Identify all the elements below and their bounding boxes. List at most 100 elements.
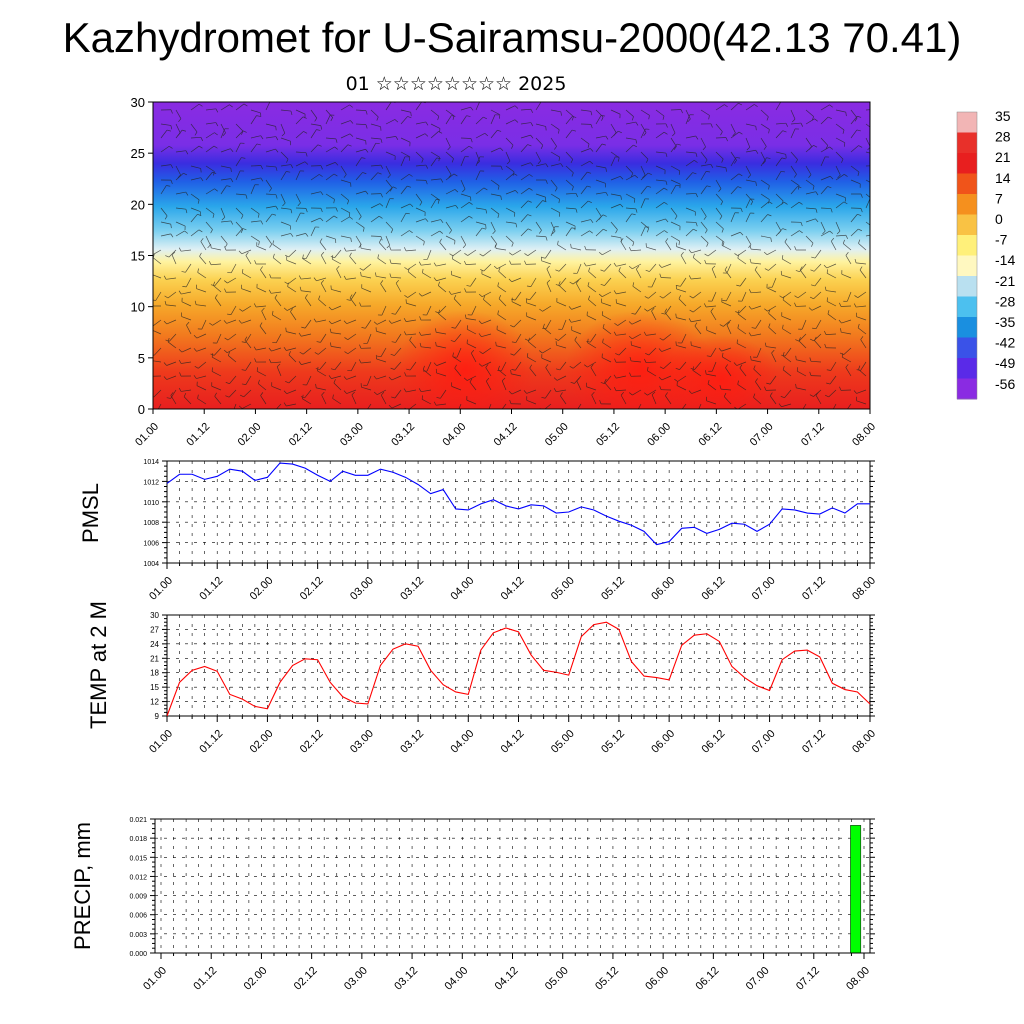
wind-barb-flag xyxy=(380,391,385,396)
wind-barb-flag xyxy=(558,157,560,162)
wind-barb-flag xyxy=(440,219,444,224)
wind-barb xyxy=(175,207,186,210)
wind-barb xyxy=(445,115,452,125)
wind-barb-flag xyxy=(243,103,248,107)
wind-barb xyxy=(726,291,732,302)
wind-barb xyxy=(280,109,291,112)
wind-barb xyxy=(649,263,657,272)
wind-barb-flag xyxy=(809,296,814,300)
wind-barb-flag xyxy=(631,312,636,315)
wind-barb xyxy=(272,257,282,265)
wind-barb xyxy=(550,123,560,130)
wind-barb-flag xyxy=(554,338,559,341)
wind-barb xyxy=(361,386,372,391)
wind-barb xyxy=(302,347,312,355)
wind-barb-flag xyxy=(590,124,593,129)
wind-barb xyxy=(625,235,635,243)
wind-barb-flag xyxy=(462,244,467,249)
wind-barb xyxy=(241,249,252,255)
wind-barb-flag xyxy=(454,189,459,193)
wind-barb xyxy=(647,370,657,377)
wind-barb xyxy=(160,123,171,126)
wind-barb xyxy=(820,230,830,237)
x-tick-label: 01.00 xyxy=(141,965,169,993)
wind-barb xyxy=(797,291,807,299)
wind-barb-flag xyxy=(403,247,407,251)
wind-barb xyxy=(751,262,762,265)
wind-barb-flag xyxy=(570,243,572,248)
wind-barb xyxy=(587,361,597,368)
wind-barb xyxy=(385,221,394,230)
wind-barb xyxy=(213,285,222,293)
wind-barb xyxy=(175,129,183,139)
wind-barb xyxy=(625,109,634,117)
wind-barb xyxy=(400,203,411,209)
wind-barb-flag xyxy=(170,109,173,114)
wind-barb xyxy=(856,389,867,394)
wind-barb xyxy=(670,207,678,217)
wind-barb xyxy=(390,276,402,279)
wind-barb-flag xyxy=(274,294,278,299)
wind-barb-flag xyxy=(734,160,737,164)
colorbar-swatch xyxy=(957,194,977,215)
wind-barb xyxy=(250,143,258,153)
wind-barb xyxy=(436,361,447,366)
wind-barb-flag xyxy=(643,132,647,136)
wind-barb-flag xyxy=(853,390,857,394)
wind-barb-flag xyxy=(197,214,202,216)
wind-barb-flag xyxy=(302,254,304,259)
wind-barb-flag xyxy=(628,246,632,251)
wind-barb-flag xyxy=(365,149,369,153)
wind-barb-flag xyxy=(407,185,412,188)
wind-barb xyxy=(850,116,858,125)
wind-barb xyxy=(190,165,201,169)
wind-barb xyxy=(196,375,207,379)
wind-barb-flag xyxy=(198,103,203,107)
wind-barb xyxy=(250,109,261,114)
wind-barb-flag xyxy=(659,337,664,341)
wind-barb-flag xyxy=(478,363,483,367)
wind-barb xyxy=(430,193,440,201)
wind-barb-flag xyxy=(425,121,429,126)
wind-barb-flag xyxy=(694,160,698,163)
wind-barb-flag xyxy=(260,220,264,225)
wind-barb-flag xyxy=(211,353,214,358)
wind-barb-flag xyxy=(319,174,323,177)
wind-barb-flag xyxy=(815,191,819,196)
wind-barb-flag xyxy=(418,293,423,297)
wind-barb-flag xyxy=(704,229,708,234)
wind-barb xyxy=(385,136,396,139)
wind-barb-flag xyxy=(497,129,502,132)
wind-barb xyxy=(421,399,432,405)
wind-barb xyxy=(640,172,649,181)
wind-barb xyxy=(545,319,552,329)
wind-barb xyxy=(721,347,732,352)
wind-barb-flag xyxy=(672,132,676,137)
wind-barb xyxy=(280,221,291,226)
wind-barb xyxy=(775,171,782,181)
wind-barb-flag xyxy=(228,351,230,356)
colorbar-label: -49 xyxy=(995,355,1015,371)
wind-barb-flag xyxy=(238,250,243,255)
wind-barb xyxy=(601,291,612,297)
wind-barb-flag xyxy=(674,215,678,220)
wind-barb-flag xyxy=(542,200,547,203)
wind-barb xyxy=(700,185,708,195)
wind-barb-flag xyxy=(748,332,752,337)
wind-barb xyxy=(490,130,498,139)
wind-barb-flag xyxy=(209,322,213,326)
wind-barb xyxy=(438,285,447,293)
wind-barb xyxy=(550,109,561,113)
wind-barb xyxy=(755,319,762,329)
wind-barb xyxy=(784,389,792,398)
wind-barb-flag xyxy=(229,104,233,108)
wind-barb xyxy=(265,235,273,245)
wind-barb xyxy=(715,207,723,217)
wind-barb xyxy=(454,368,462,377)
wind-barb-flag xyxy=(748,289,752,293)
wind-barb-flag xyxy=(298,361,302,365)
wind-barb xyxy=(850,228,859,237)
wind-barb-flag xyxy=(749,245,752,250)
wind-barb xyxy=(186,277,192,288)
